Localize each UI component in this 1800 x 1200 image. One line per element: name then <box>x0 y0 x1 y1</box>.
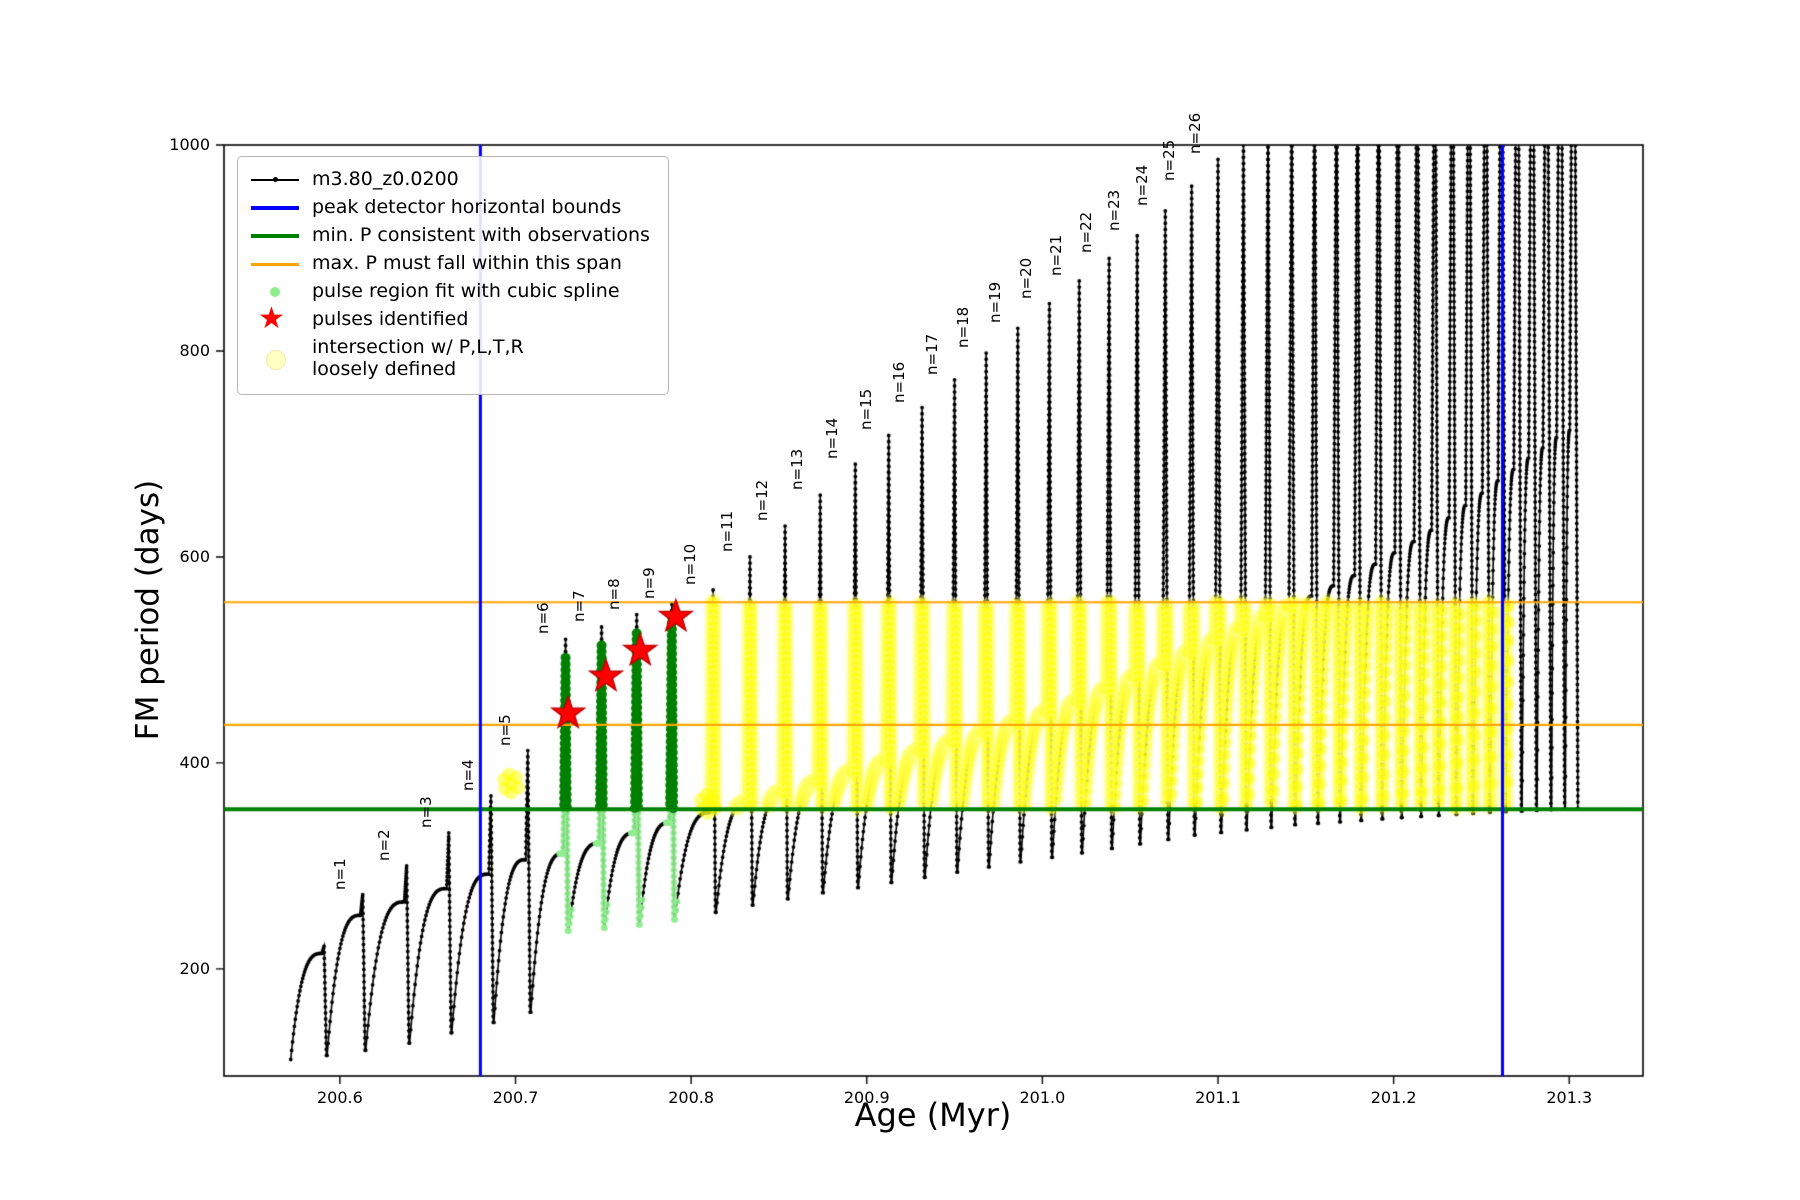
pulse-label: n=17 <box>922 333 941 375</box>
legend-entry-series: m3.80_z0.0200 <box>251 168 650 191</box>
x-tick-label: 201.1 <box>1195 1088 1241 1107</box>
x-tick-label: 201.0 <box>1019 1088 1066 1107</box>
pulse-label: n=10 <box>681 543 700 585</box>
legend-label: min. P consistent with observations <box>312 224 650 247</box>
pulse-label: n=6 <box>533 602 552 635</box>
y-tick-label: 600 <box>179 546 210 566</box>
x-tick-label: 201.2 <box>1370 1088 1417 1107</box>
green-line-icon <box>251 225 299 247</box>
pulse-label: n=11 <box>717 510 736 552</box>
series-line-icon <box>251 169 299 191</box>
x-tick-label: 201.3 <box>1546 1088 1593 1107</box>
lightgreen-dot-icon <box>251 281 299 303</box>
star-icon: ★ <box>258 301 285 336</box>
pulse-label: n=22 <box>1077 212 1096 254</box>
pulse-label: n=16 <box>890 361 909 403</box>
pulse-label: n=18 <box>954 306 973 349</box>
pulse-label: n=26 <box>1186 113 1204 155</box>
legend-entry-pulses: ★ pulses identified <box>251 301 650 336</box>
legend-entry-peak-bounds: peak detector horizontal bounds <box>251 196 650 219</box>
legend-entry-intersection: intersection w/ P,L,T,R loosely defined <box>251 336 650 381</box>
x-tick-label: 200.6 <box>317 1088 363 1107</box>
y-tick-label: 200 <box>179 958 210 978</box>
pulse-label: n=3 <box>416 796 435 828</box>
legend-label: peak detector horizontal bounds <box>312 196 622 219</box>
pulse-label: n=23 <box>1105 189 1124 231</box>
legend-entry-pulse-region: pulse region fit with cubic spline <box>251 280 650 303</box>
pulse-label: n=12 <box>753 479 772 522</box>
legend: m3.80_z0.0200 peak detector horizontal b… <box>237 156 669 395</box>
x-axis-label: Age (Myr) <box>854 1096 1012 1134</box>
pulse-label: n=7 <box>569 590 588 622</box>
legend-label: m3.80_z0.0200 <box>312 168 459 191</box>
legend-entry-max-p: max. P must fall within this span <box>251 252 650 275</box>
pulse-label: n=20 <box>1017 257 1036 299</box>
legend-label: max. P must fall within this span <box>312 252 622 275</box>
y-tick-label: 400 <box>179 752 210 772</box>
y-axis-label: FM period (days) <box>130 479 166 741</box>
pulse-label: n=8 <box>604 577 623 610</box>
legend-entry-min-p: min. P consistent with observations <box>251 224 650 247</box>
pulse-label: n=15 <box>856 389 875 431</box>
pulse-label: n=21 <box>1047 234 1066 276</box>
pulse-label: n=5 <box>495 713 514 746</box>
pulse-label: n=13 <box>788 448 807 491</box>
pulse-label: n=2 <box>374 829 393 861</box>
pulse-label: n=25 <box>1159 140 1178 182</box>
y-tick-label: 1000 <box>169 135 210 154</box>
blue-line-icon <box>251 197 299 219</box>
pulse-label: n=24 <box>1133 164 1152 206</box>
x-tick-label: 200.9 <box>843 1088 890 1107</box>
pulse-label: n=14 <box>823 418 842 460</box>
legend-label: pulse region fit with cubic spline <box>312 280 620 303</box>
x-tick-label: 200.7 <box>492 1088 539 1107</box>
legend-label: intersection w/ P,L,T,R loosely defined <box>312 336 524 380</box>
pulse-label: n=1 <box>330 858 349 890</box>
yellow-dot-icon <box>251 348 299 370</box>
x-tick-label: 200.8 <box>668 1088 715 1107</box>
y-tick-label: 800 <box>179 340 210 360</box>
legend-label: pulses identified <box>312 308 469 331</box>
orange-line-icon <box>251 253 299 275</box>
pulse-label: n=9 <box>639 567 658 600</box>
pulse-label: n=19 <box>985 282 1004 324</box>
pulse-label: n=4 <box>458 759 477 791</box>
